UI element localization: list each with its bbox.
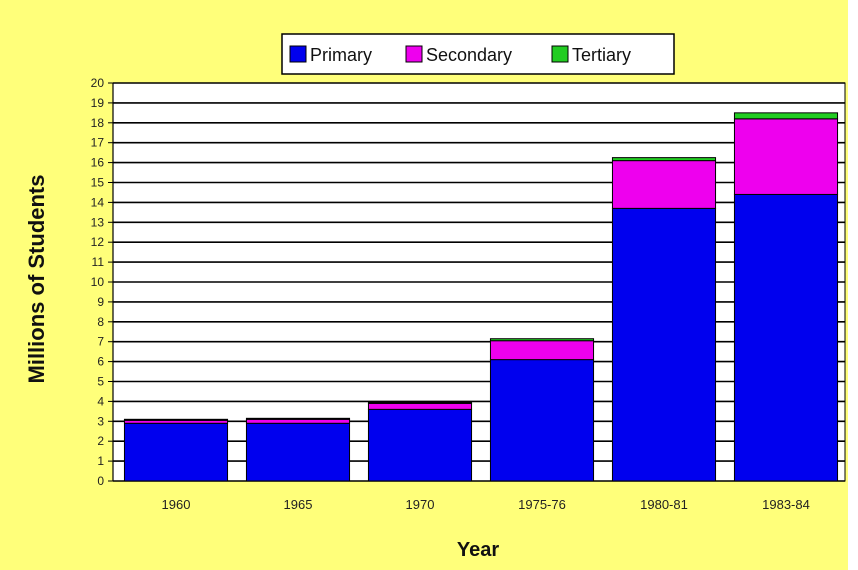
- legend-label-primary: Primary: [310, 45, 372, 65]
- bar-segment-tertiary: [123, 418, 229, 421]
- y-tick-label: 5: [97, 375, 104, 389]
- y-tick-label: 20: [91, 76, 105, 90]
- x-tick-label: 1980-81: [640, 497, 688, 512]
- y-tick-label: 12: [91, 235, 105, 249]
- y-tick-label: 19: [91, 96, 105, 110]
- bar-segment-secondary: [611, 160, 717, 209]
- y-tick-label: 16: [91, 156, 105, 170]
- y-tick-label: 6: [97, 355, 104, 369]
- y-tick-label: 10: [91, 275, 105, 289]
- bar-segment-tertiary: [489, 338, 595, 342]
- legend-swatch-secondary: [405, 45, 423, 63]
- x-tick-label: 1960: [162, 497, 191, 512]
- bar-segment-secondary: [489, 340, 595, 361]
- x-axis-title: Year: [457, 539, 499, 561]
- bar-segment-primary: [489, 359, 595, 482]
- legend: Primary Secondary Tertiary: [281, 33, 675, 75]
- x-tick-label: 1965: [284, 497, 313, 512]
- y-tick-label: 14: [91, 195, 105, 209]
- legend-label-secondary: Secondary: [426, 45, 512, 65]
- y-tick-label: 8: [97, 315, 104, 329]
- y-axis-title: Millions of Students: [24, 175, 49, 384]
- bar-segment-secondary: [367, 402, 473, 410]
- bar-segment-secondary: [733, 118, 839, 195]
- x-tick-label: 1970: [406, 497, 435, 512]
- bar-segment-primary: [367, 408, 473, 482]
- y-tick-label: 15: [91, 176, 105, 190]
- bar-segment-tertiary: [367, 401, 473, 404]
- legend-box: [281, 33, 675, 75]
- gridlines: [113, 82, 845, 482]
- y-tick-label: 3: [97, 414, 104, 428]
- y-tick-label: 1: [97, 454, 104, 468]
- x-axis: 1960 1965 1970 1975-76 1980-81 1983-84: [162, 497, 810, 512]
- y-tick-label: 2: [97, 434, 104, 448]
- bar-segment-primary: [611, 207, 717, 482]
- bar-segment-primary: [245, 422, 351, 482]
- y-tick-label: 11: [92, 255, 105, 269]
- bar-segment-primary: [733, 193, 839, 482]
- y-tick-label: 7: [97, 335, 104, 349]
- y-tick-label: 13: [91, 215, 105, 229]
- y-tick-label: 17: [91, 136, 105, 150]
- x-tick-label: 1983-84: [762, 497, 810, 512]
- y-tick-label: 18: [91, 116, 105, 130]
- legend-label-tertiary: Tertiary: [572, 45, 631, 65]
- bar-segment-tertiary: [611, 157, 717, 162]
- bar-segment-primary: [123, 422, 229, 482]
- y-tick-label: 4: [97, 394, 104, 408]
- bar-segment-tertiary: [245, 417, 351, 420]
- legend-swatch-primary: [289, 45, 307, 63]
- white-frame-right: [848, 0, 858, 570]
- legend-swatch-tertiary: [551, 45, 569, 63]
- y-tick-label: 9: [97, 295, 104, 309]
- x-tick-label: 1975-76: [518, 497, 566, 512]
- bar-segment-secondary: [245, 418, 351, 424]
- y-tick-label: 0: [97, 474, 104, 488]
- bars: [123, 112, 839, 482]
- bar-segment-tertiary: [733, 112, 839, 120]
